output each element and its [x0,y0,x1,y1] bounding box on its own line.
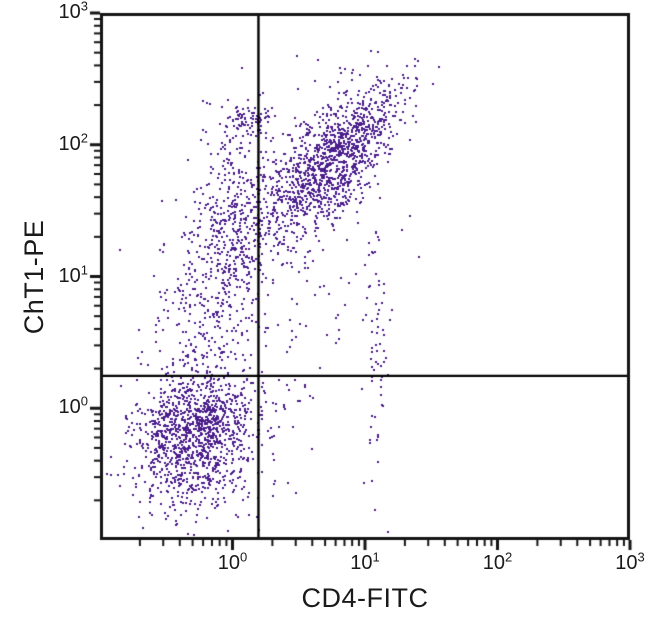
x-tick-label-10e0: 100 [217,549,248,574]
y-axis-label: ChT1-PE [18,219,49,335]
x-axis-label: CD4-FITC [301,583,429,613]
y-tick-label-10e0: 100 [58,393,88,419]
y-tick-label-10e2: 102 [58,130,88,155]
x-tick-label-10e2: 102 [482,549,513,574]
y-tick-label-10e1: 101 [58,261,88,287]
y-tick-label-10e3: 103 [58,0,88,23]
x-tick-label-10e3: 103 [615,549,645,574]
x-tick-label-10e1: 101 [350,549,380,574]
